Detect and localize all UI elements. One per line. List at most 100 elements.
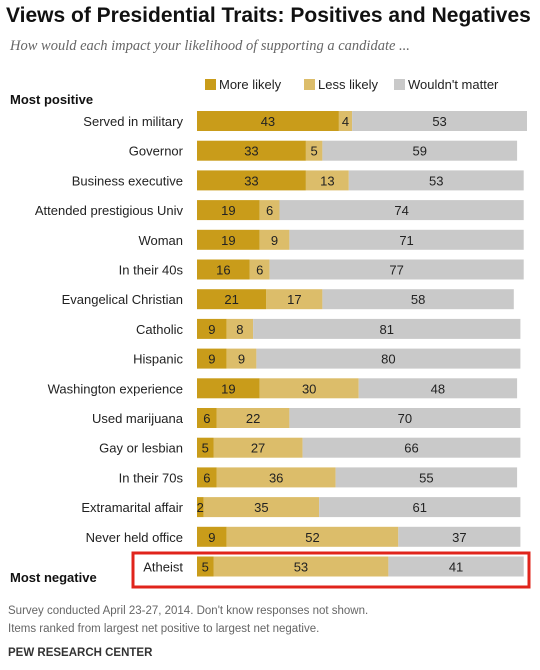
highlight-box-atheist bbox=[131, 551, 531, 589]
value-label-in-their-70s-less-likely: 36 bbox=[269, 470, 283, 485]
value-label-atheist-wouldnt-matter: 41 bbox=[449, 560, 463, 575]
bar-in-their-70s-wouldnt-matter bbox=[335, 467, 518, 488]
value-label-used-marijuana-less-likely: 22 bbox=[246, 411, 260, 426]
value-label-governor-wouldnt-matter: 59 bbox=[413, 144, 427, 159]
value-label-woman-more-likely: 19 bbox=[221, 233, 235, 248]
bar-never-held-office-less-likely bbox=[226, 526, 399, 547]
value-label-attended-prestigious-univ-more-likely: 19 bbox=[221, 203, 235, 218]
bar-gay-or-lesbian-wouldnt-matter bbox=[302, 437, 521, 458]
bar-extramarital-affair-wouldnt-matter bbox=[319, 497, 521, 518]
bar-atheist-more-likely bbox=[197, 556, 214, 577]
value-label-in-their-40s-more-likely: 16 bbox=[216, 263, 230, 278]
bar-business-executive-wouldnt-matter bbox=[348, 170, 524, 191]
bar-hispanic-more-likely bbox=[197, 348, 227, 369]
bar-catholic-more-likely bbox=[197, 318, 227, 339]
value-label-used-marijuana-more-likely: 6 bbox=[203, 411, 210, 426]
most-positive-label: Most positive bbox=[10, 92, 93, 107]
bar-in-their-70s-more-likely bbox=[197, 467, 217, 488]
value-label-business-executive-less-likely: 13 bbox=[320, 173, 334, 188]
bar-attended-prestigious-univ-more-likely bbox=[197, 200, 260, 221]
legend: More likely Less likely Wouldn't matter bbox=[205, 77, 499, 92]
value-label-evangelical-christian-more-likely: 21 bbox=[224, 292, 238, 307]
category-label-never-held-office: Never held office bbox=[86, 530, 183, 545]
bar-evangelical-christian-more-likely bbox=[197, 289, 267, 310]
value-label-attended-prestigious-univ-less-likely: 6 bbox=[266, 203, 273, 218]
category-label-gay-or-lesbian: Gay or lesbian bbox=[99, 441, 183, 456]
value-label-never-held-office-less-likely: 52 bbox=[305, 530, 319, 545]
bar-in-their-40s-less-likely bbox=[249, 259, 270, 280]
bar-attended-prestigious-univ-less-likely bbox=[259, 200, 280, 221]
value-label-washington-experience-more-likely: 19 bbox=[221, 381, 235, 396]
bar-washington-experience-wouldnt-matter bbox=[358, 378, 518, 399]
bar-catholic-less-likely bbox=[226, 318, 254, 339]
category-label-atheist: Atheist bbox=[143, 560, 183, 575]
legend-swatch-more-likely bbox=[205, 79, 216, 90]
value-label-governor-more-likely: 33 bbox=[244, 144, 258, 159]
category-label-in-their-40s: In their 40s bbox=[119, 263, 184, 278]
bar-business-executive-more-likely bbox=[197, 170, 306, 191]
bar-used-marijuana-less-likely bbox=[216, 408, 290, 428]
value-label-washington-experience-wouldnt-matter: 48 bbox=[431, 381, 445, 396]
value-label-never-held-office-more-likely: 9 bbox=[208, 530, 215, 545]
category-label-catholic: Catholic bbox=[136, 322, 183, 337]
bar-catholic-wouldnt-matter bbox=[253, 318, 521, 339]
bar-gay-or-lesbian-less-likely bbox=[213, 437, 303, 458]
bar-used-marijuana-more-likely bbox=[197, 408, 217, 428]
note-survey: Survey conducted April 23-27, 2014. Don'… bbox=[8, 605, 368, 617]
bar-governor-more-likely bbox=[197, 140, 306, 161]
value-label-served-in-military-wouldnt-matter: 53 bbox=[432, 114, 446, 129]
chart-subtitle: How would each impact your likelihood of… bbox=[9, 38, 410, 54]
value-label-hispanic-wouldnt-matter: 80 bbox=[381, 352, 395, 367]
value-label-woman-wouldnt-matter: 71 bbox=[399, 233, 413, 248]
value-label-atheist-less-likely: 53 bbox=[294, 560, 308, 575]
bar-evangelical-christian-less-likely bbox=[266, 289, 323, 310]
bar-evangelical-christian-wouldnt-matter bbox=[322, 289, 514, 310]
category-label-in-their-70s: In their 70s bbox=[119, 470, 184, 485]
category-label-attended-prestigious-univ: Attended prestigious Univ bbox=[35, 203, 184, 218]
bar-woman-less-likely bbox=[259, 229, 290, 250]
bar-gay-or-lesbian-more-likely bbox=[197, 437, 214, 458]
legend-swatch-less-likely bbox=[304, 79, 315, 90]
category-label-evangelical-christian: Evangelical Christian bbox=[62, 292, 183, 307]
bar-governor-less-likely bbox=[305, 140, 323, 161]
value-label-in-their-70s-wouldnt-matter: 55 bbox=[419, 470, 433, 485]
bar-extramarital-affair-more-likely bbox=[197, 497, 204, 518]
value-label-in-their-40s-wouldnt-matter: 77 bbox=[389, 263, 403, 278]
value-label-hispanic-more-likely: 9 bbox=[208, 352, 215, 367]
value-label-extramarital-affair-more-likely: 2 bbox=[197, 500, 204, 515]
bar-hispanic-less-likely bbox=[226, 348, 257, 369]
value-label-in-their-70s-more-likely: 6 bbox=[203, 470, 210, 485]
source-label: PEW RESEARCH CENTER bbox=[8, 647, 153, 659]
bar-never-held-office-more-likely bbox=[197, 526, 227, 547]
value-label-catholic-wouldnt-matter: 81 bbox=[380, 322, 394, 337]
bar-in-their-40s-wouldnt-matter bbox=[269, 259, 524, 280]
value-label-atheist-more-likely: 5 bbox=[202, 560, 209, 575]
most-negative-label: Most negative bbox=[10, 570, 97, 585]
category-label-business-executive: Business executive bbox=[72, 173, 183, 188]
value-label-gay-or-lesbian-wouldnt-matter: 66 bbox=[404, 441, 418, 456]
category-label-served-in-military: Served in military bbox=[83, 114, 183, 129]
bar-atheist-wouldnt-matter bbox=[388, 556, 524, 577]
legend-label-more-likely: More likely bbox=[219, 77, 282, 92]
category-label-washington-experience: Washington experience bbox=[48, 381, 183, 396]
value-label-catholic-more-likely: 9 bbox=[208, 322, 215, 337]
category-label-extramarital-affair: Extramarital affair bbox=[81, 500, 183, 515]
value-label-catholic-less-likely: 8 bbox=[236, 322, 243, 337]
value-label-extramarital-affair-wouldnt-matter: 61 bbox=[413, 500, 427, 515]
bar-in-their-40s-more-likely bbox=[197, 259, 250, 280]
category-label-used-marijuana: Used marijuana bbox=[92, 411, 184, 426]
value-label-evangelical-christian-less-likely: 17 bbox=[287, 292, 301, 307]
value-label-attended-prestigious-univ-wouldnt-matter: 74 bbox=[394, 203, 408, 218]
value-label-business-executive-more-likely: 33 bbox=[244, 173, 258, 188]
bar-atheist-less-likely bbox=[213, 556, 389, 577]
legend-label-wouldnt-matter: Wouldn't matter bbox=[408, 77, 499, 92]
bar-washington-experience-more-likely bbox=[197, 378, 260, 399]
value-label-never-held-office-wouldnt-matter: 37 bbox=[452, 530, 466, 545]
bar-woman-wouldnt-matter bbox=[289, 229, 524, 250]
value-label-gay-or-lesbian-less-likely: 27 bbox=[251, 441, 265, 456]
value-label-extramarital-affair-less-likely: 35 bbox=[254, 500, 268, 515]
bar-served-in-military-more-likely bbox=[197, 111, 339, 131]
value-label-business-executive-wouldnt-matter: 53 bbox=[429, 173, 443, 188]
